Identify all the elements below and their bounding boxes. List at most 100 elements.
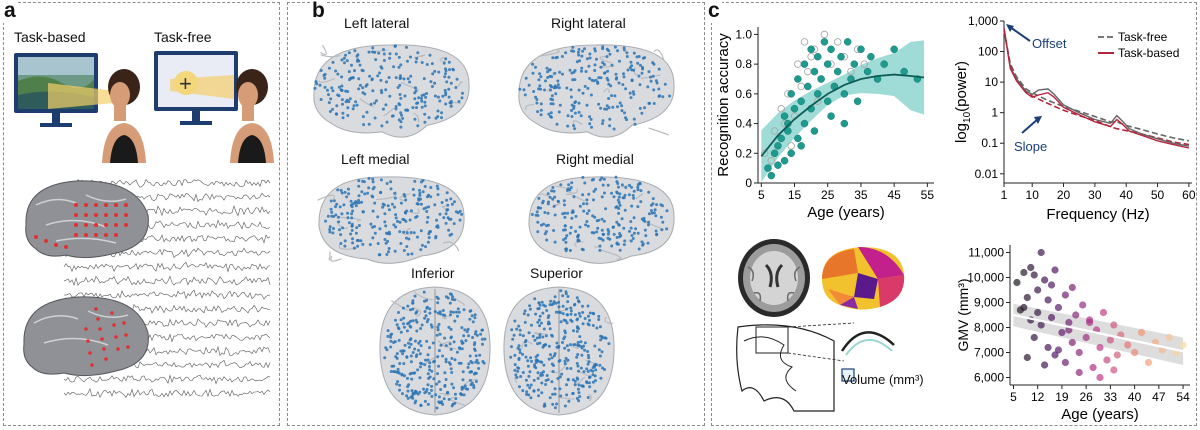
electrode-node xyxy=(518,351,522,355)
brain-sulcus xyxy=(635,193,644,200)
electrode-node xyxy=(416,235,419,239)
electrode-node xyxy=(389,333,393,337)
electrode-node xyxy=(473,313,477,317)
electrode-node xyxy=(509,355,513,359)
electrode-node xyxy=(616,198,620,202)
electrode-node xyxy=(326,88,329,92)
electrode-node xyxy=(424,358,427,362)
electrode-node xyxy=(599,65,603,69)
offset-arrow-head xyxy=(1006,24,1014,32)
scatter-point xyxy=(1089,363,1097,372)
electrode-node xyxy=(456,211,460,215)
scatter-point xyxy=(1041,276,1049,284)
y-axis-label-sub: 10 xyxy=(962,111,973,123)
electrode-node xyxy=(591,369,595,373)
brain-surface xyxy=(313,44,470,138)
scatter-point xyxy=(1099,308,1108,317)
electrode-node xyxy=(616,222,620,226)
electrode-node xyxy=(570,49,574,53)
electrode-node xyxy=(610,191,613,195)
electrode-node xyxy=(587,209,591,213)
electrode-node xyxy=(350,212,354,216)
electrode-node xyxy=(332,227,335,230)
electrode-node xyxy=(381,205,385,209)
electrode-node xyxy=(640,111,644,115)
brain-sulcus xyxy=(588,393,592,402)
electrode-node xyxy=(368,243,372,247)
electrode-node xyxy=(402,77,406,81)
electrode-node xyxy=(523,93,527,97)
electrode-node xyxy=(636,231,640,235)
electrode-node xyxy=(576,387,580,391)
electrode-node xyxy=(613,45,617,49)
electrode-node xyxy=(630,79,634,83)
trace-line xyxy=(63,374,271,385)
electrode-node xyxy=(329,199,333,203)
electrode-node xyxy=(419,180,423,184)
electrode-node xyxy=(357,224,361,227)
scatter-point xyxy=(1075,368,1083,377)
electrode-node xyxy=(651,197,655,201)
electrode-node xyxy=(401,217,405,221)
electrode-node xyxy=(357,198,360,202)
brain-grid-electrodes xyxy=(25,180,149,259)
electrode-node xyxy=(425,298,429,302)
electrode-node xyxy=(568,343,572,347)
electrode-node xyxy=(586,370,590,373)
electrode-node xyxy=(369,102,373,106)
electrode-node xyxy=(657,87,661,91)
electrode-node xyxy=(607,342,611,346)
electrode-node xyxy=(444,344,448,348)
electrode-node xyxy=(557,300,561,304)
electrode-node xyxy=(335,202,339,206)
brain-sulcus xyxy=(330,255,342,262)
electrode-node xyxy=(427,391,431,395)
electrode-node xyxy=(418,188,421,192)
electrode-node xyxy=(399,111,403,115)
scatter-point-open xyxy=(767,156,776,165)
electrode-node xyxy=(414,215,418,219)
electrode-node xyxy=(556,83,560,87)
electrode-node xyxy=(407,237,411,241)
electrode-node xyxy=(561,304,565,308)
electrode-node xyxy=(360,190,364,194)
electrode-node xyxy=(655,233,659,237)
electrode-node xyxy=(590,231,594,235)
electrode-node xyxy=(331,107,334,111)
electrode-node xyxy=(343,244,347,248)
electrode-node xyxy=(576,235,580,239)
electrode-node xyxy=(630,204,634,208)
electrode-node xyxy=(458,346,461,350)
electrode-node xyxy=(414,311,418,315)
electrode-node xyxy=(543,343,547,347)
x-tick-label: 45 xyxy=(887,188,901,202)
y-tick-label: 10,000 xyxy=(967,271,1004,285)
electrode-node xyxy=(339,242,343,245)
electrode-node xyxy=(573,111,577,115)
electrode-node xyxy=(460,326,464,330)
electrode-node xyxy=(550,75,554,79)
scatter-point xyxy=(1020,268,1028,277)
electrode-node xyxy=(587,356,591,360)
electrode-node xyxy=(351,237,354,241)
electrode-node xyxy=(610,244,614,248)
electrode-node xyxy=(620,109,624,113)
electrode-node xyxy=(464,339,468,343)
electrode-node xyxy=(347,192,351,196)
electrode-node xyxy=(420,97,423,100)
electrode-node xyxy=(361,210,365,214)
electrode-node xyxy=(379,89,383,92)
electrode-node xyxy=(379,65,383,69)
electrode-node xyxy=(385,80,388,84)
electrode-node xyxy=(444,93,448,97)
electrode-node xyxy=(434,116,438,120)
electrode-node xyxy=(428,53,432,57)
x-tick-label: 55 xyxy=(921,188,935,202)
electrode-node xyxy=(649,79,653,83)
electrode-node xyxy=(548,303,552,307)
electrode-node xyxy=(399,318,403,322)
electrode-node xyxy=(561,212,565,216)
electrode-node xyxy=(455,77,459,81)
scatter-point xyxy=(1075,348,1083,357)
electrode-node xyxy=(567,183,571,187)
